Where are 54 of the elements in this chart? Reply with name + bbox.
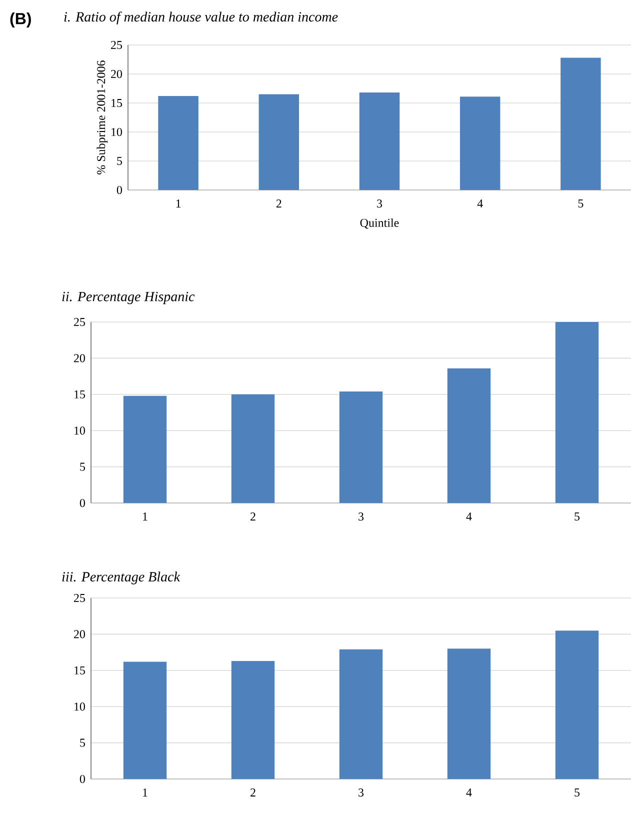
x-tick-label: 1 — [176, 200, 180, 208]
y-tick-label: 0 — [80, 498, 85, 508]
y-tick-label: 0 — [116, 186, 122, 194]
x-tick-label: 2 — [276, 200, 281, 208]
x-tick-label: 1 — [142, 512, 148, 520]
y-tick-label: 15 — [74, 666, 85, 674]
text: (B) — [10, 12, 31, 28]
y-tick-label: 25 — [74, 594, 85, 602]
y-tick-label: 0 — [80, 774, 85, 784]
x-tick-label: 3 — [358, 788, 364, 797]
y-tick-label: 5 — [80, 462, 85, 471]
y-tick-label: 5 — [80, 738, 85, 747]
bar — [555, 322, 598, 503]
bar — [339, 649, 382, 779]
y-tick-label: 20 — [74, 354, 85, 362]
y-tick-label: 10 — [111, 128, 122, 136]
bar — [447, 648, 490, 779]
x-tick-label: 4 — [477, 200, 483, 208]
bar — [555, 630, 598, 779]
bar — [460, 96, 500, 190]
y-tick-label: 5 — [116, 157, 122, 165]
bar — [447, 368, 490, 503]
y-tick-label: 20 — [110, 70, 122, 78]
y-axis-title: % Subprime 2001-2006 — [96, 60, 108, 174]
x-tick-label: 5 — [574, 788, 580, 796]
y-tick-label: 25 — [110, 40, 122, 50]
x-tick-label: 1 — [142, 788, 148, 796]
bar — [158, 96, 198, 190]
chart-title: iii. Percentage Black — [62, 572, 180, 584]
bar — [231, 394, 274, 503]
x-tick-label: 2 — [250, 512, 256, 520]
x-tick-label: 5 — [574, 512, 580, 520]
bar — [123, 662, 166, 779]
y-tick-label: 15 — [111, 98, 122, 108]
y-tick-label: 15 — [74, 390, 85, 398]
bar — [560, 58, 601, 190]
bar — [258, 94, 299, 190]
bar — [339, 392, 382, 503]
x-axis-title: Quintile — [360, 218, 399, 229]
bar — [231, 660, 274, 779]
y-tick-label: 25 — [74, 318, 85, 326]
y-tick-label: 10 — [74, 426, 85, 435]
x-tick-label: 5 — [578, 200, 583, 208]
bar — [359, 92, 400, 190]
x-tick-label: 3 — [358, 512, 364, 521]
x-tick-label: 4 — [466, 512, 472, 520]
chart-title: ii. Percentage Hispanic — [62, 292, 194, 304]
chart-title: i. Ratio of median house value to median income — [64, 12, 338, 24]
bar — [123, 396, 166, 503]
x-tick-label: 2 — [250, 788, 256, 796]
x-tick-label: 4 — [466, 788, 472, 796]
y-tick-label: 20 — [74, 630, 85, 638]
x-tick-label: 3 — [376, 200, 382, 208]
y-tick-label: 10 — [74, 702, 85, 711]
